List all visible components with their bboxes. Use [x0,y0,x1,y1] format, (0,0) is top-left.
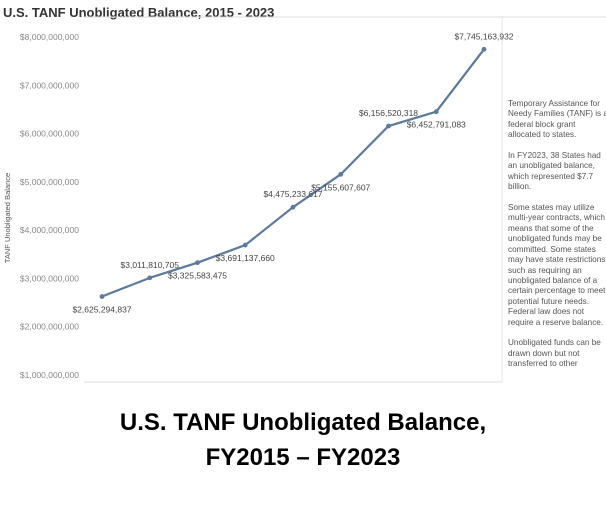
data-point[interactable] [433,109,439,115]
data-label: $4,475,233,617 [263,189,322,199]
data-label: $6,452,791,083 [407,120,466,130]
caption: U.S. TANF Unobligated Balance, FY2015 – … [0,405,606,475]
data-label: $6,156,520,318 [359,108,418,118]
side-note: Temporary Assistance for Needy Families … [508,99,606,369]
data-points [99,46,487,299]
y-axis-title: TANF Unobligated Balance [3,173,12,263]
data-label: $3,325,583,475 [168,271,227,281]
data-point[interactable] [99,294,105,299]
y-tick-label: $4,000,000,000 [20,225,79,235]
data-point[interactable] [338,171,344,177]
caption-line-2: FY2015 – FY2023 [205,444,401,471]
line-chart: $8,000,000,000 $7,000,000,000 $6,000,000,0… [3,16,606,383]
y-tick-label: $6,000,000,000 [20,129,79,139]
data-label: $7,745,163,932 [454,31,513,41]
data-point[interactable] [147,275,153,281]
data-label: $2,625,294,837 [72,305,131,315]
data-label: $5,155,607,607 [311,182,370,192]
chart-title: U.S. TANF Unobligated Balance, 2015 - 20… [3,5,275,20]
y-tick-label: $3,000,000,000 [20,273,79,283]
y-tick-label: $8,000,000,000 [20,32,79,42]
data-label: $3,691,137,660 [216,253,275,263]
data-point[interactable] [242,242,248,248]
y-axis-ticks: $8,000,000,000 $7,000,000,000 $6,000,000,0… [20,32,79,380]
data-point[interactable] [290,204,296,210]
data-labels: $2,625,294,837 $3,011,810,705$3,325,583,4… [72,31,513,314]
data-point[interactable] [481,46,487,52]
data-point[interactable] [195,260,200,266]
data-point[interactable] [386,123,391,129]
y-tick-label: $7,000,000,000 [20,80,79,90]
y-tick-label: $2,000,000,000 [20,322,79,332]
y-tick-label: $5,000,000,000 [20,177,79,187]
y-tick-label: $1,000,000,000 [20,370,79,380]
data-label: $3,011,810,705 [121,260,180,270]
caption-line-1: U.S. TANF Unobligated Balance, [119,409,487,436]
